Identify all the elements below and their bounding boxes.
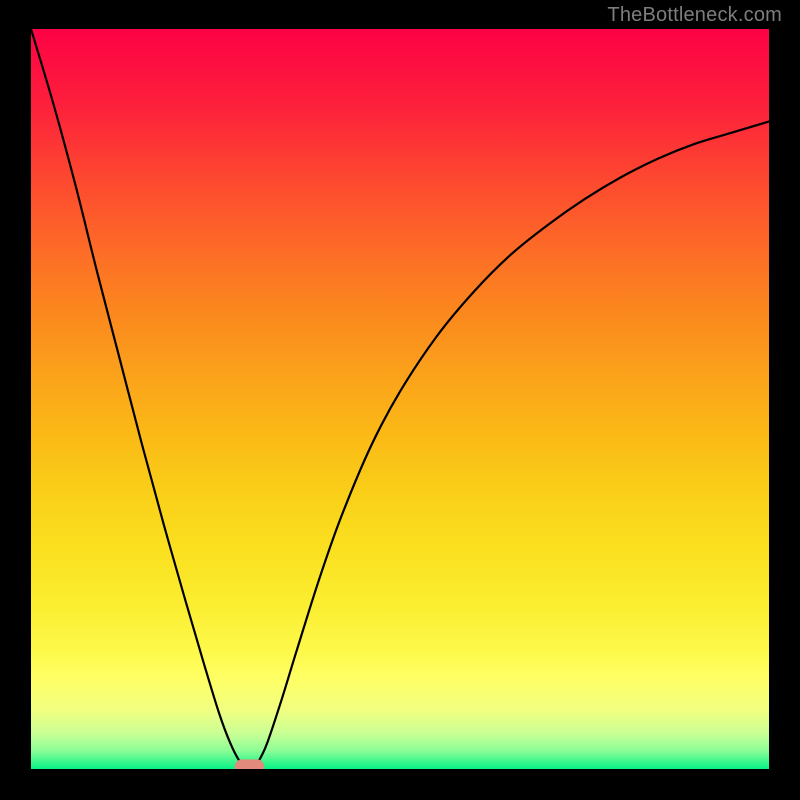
minimum-marker (235, 759, 265, 769)
bottleneck-chart (31, 29, 769, 769)
watermark-text: TheBottleneck.com (607, 4, 782, 27)
chart-background (31, 29, 769, 769)
chart-container: TheBottleneck.com (0, 0, 800, 800)
